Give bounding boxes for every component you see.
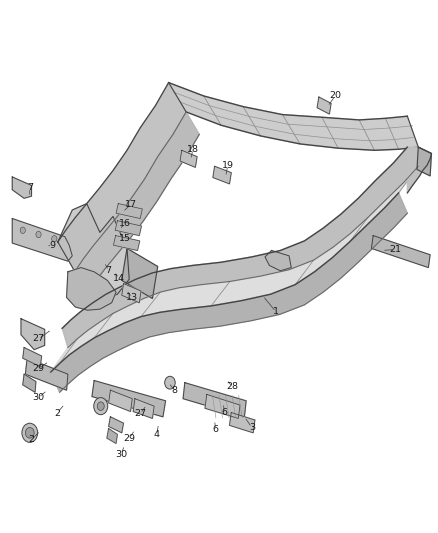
Polygon shape (115, 221, 141, 236)
Circle shape (97, 402, 104, 410)
Text: 15: 15 (119, 235, 131, 243)
Text: 6: 6 (221, 408, 227, 417)
Text: 17: 17 (124, 200, 137, 209)
Polygon shape (23, 348, 42, 367)
Polygon shape (213, 166, 231, 184)
Polygon shape (58, 204, 129, 303)
Polygon shape (122, 248, 158, 298)
Polygon shape (113, 236, 140, 251)
Text: 4: 4 (154, 430, 160, 439)
Text: 8: 8 (171, 386, 177, 394)
Polygon shape (25, 358, 68, 390)
Polygon shape (62, 147, 418, 348)
Polygon shape (371, 236, 430, 268)
Text: 30: 30 (32, 393, 45, 402)
Text: 29: 29 (124, 434, 136, 442)
Polygon shape (23, 374, 36, 392)
Circle shape (22, 423, 38, 442)
Polygon shape (116, 204, 142, 219)
Text: 27: 27 (32, 335, 45, 343)
Text: 7: 7 (106, 266, 112, 275)
Text: 18: 18 (187, 145, 199, 154)
Polygon shape (51, 166, 418, 372)
Polygon shape (75, 112, 199, 293)
Polygon shape (109, 390, 132, 411)
Polygon shape (21, 319, 45, 350)
Circle shape (94, 398, 108, 415)
Polygon shape (407, 147, 431, 193)
Polygon shape (230, 413, 255, 433)
Polygon shape (107, 429, 117, 443)
Text: 27: 27 (134, 409, 146, 418)
Text: 28: 28 (226, 383, 238, 391)
Circle shape (25, 427, 34, 438)
Circle shape (165, 376, 175, 389)
Text: 2: 2 (28, 435, 35, 444)
Polygon shape (122, 284, 141, 303)
Polygon shape (58, 83, 186, 271)
Circle shape (20, 227, 25, 233)
Text: 30: 30 (115, 450, 127, 458)
Text: 21: 21 (389, 245, 401, 254)
Polygon shape (12, 219, 72, 261)
Text: 6: 6 (212, 425, 219, 434)
Polygon shape (169, 83, 418, 150)
Polygon shape (51, 193, 407, 392)
Polygon shape (92, 381, 166, 417)
Polygon shape (205, 394, 240, 418)
Polygon shape (417, 147, 431, 176)
Polygon shape (133, 399, 154, 418)
Text: 29: 29 (32, 365, 45, 373)
Text: 9: 9 (49, 241, 56, 249)
Polygon shape (183, 383, 246, 417)
Polygon shape (12, 177, 32, 198)
Circle shape (52, 236, 57, 242)
Text: 2: 2 (54, 409, 60, 417)
Polygon shape (317, 97, 331, 114)
Text: 20: 20 (329, 92, 341, 100)
Polygon shape (109, 417, 124, 433)
Text: 19: 19 (222, 161, 234, 169)
Text: 1: 1 (273, 308, 279, 316)
Text: 3: 3 (249, 423, 255, 432)
Polygon shape (265, 251, 291, 271)
Text: 14: 14 (113, 274, 125, 282)
Text: 13: 13 (126, 293, 138, 302)
Text: 16: 16 (119, 220, 131, 228)
Polygon shape (67, 268, 116, 310)
Polygon shape (180, 150, 197, 167)
Text: 7: 7 (27, 183, 33, 192)
Circle shape (36, 231, 41, 238)
